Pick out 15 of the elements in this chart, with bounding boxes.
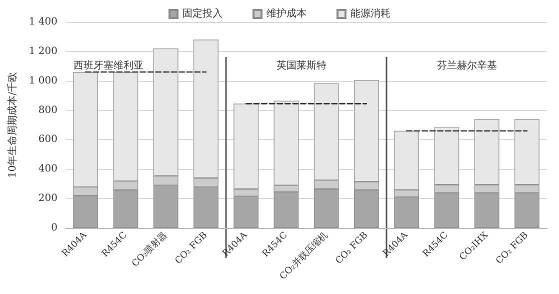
annotation: 英国莱斯特: [276, 60, 326, 72]
legend-label: 维护成本: [266, 8, 306, 20]
y-tick-label: 0: [51, 222, 58, 234]
y-tick-label: 1 000: [28, 75, 58, 86]
y-tick-label: 600: [38, 134, 58, 146]
y-tick-label: 1 400: [28, 16, 58, 28]
y-tick-label: 200: [38, 193, 58, 204]
annotation: 芬兰赫尔辛基: [436, 60, 497, 72]
annotation: 西班牙塞维利亚: [74, 60, 144, 72]
y-axis-title: 10年生命周期成本/千欧: [6, 72, 18, 178]
y-tick-label: 400: [38, 164, 58, 175]
y-tick-label: 800: [38, 104, 58, 116]
legend-label: 固定投入: [182, 8, 222, 20]
y-tick-label: 1 200: [28, 46, 58, 57]
legend-label: 能源消耗: [350, 8, 390, 20]
